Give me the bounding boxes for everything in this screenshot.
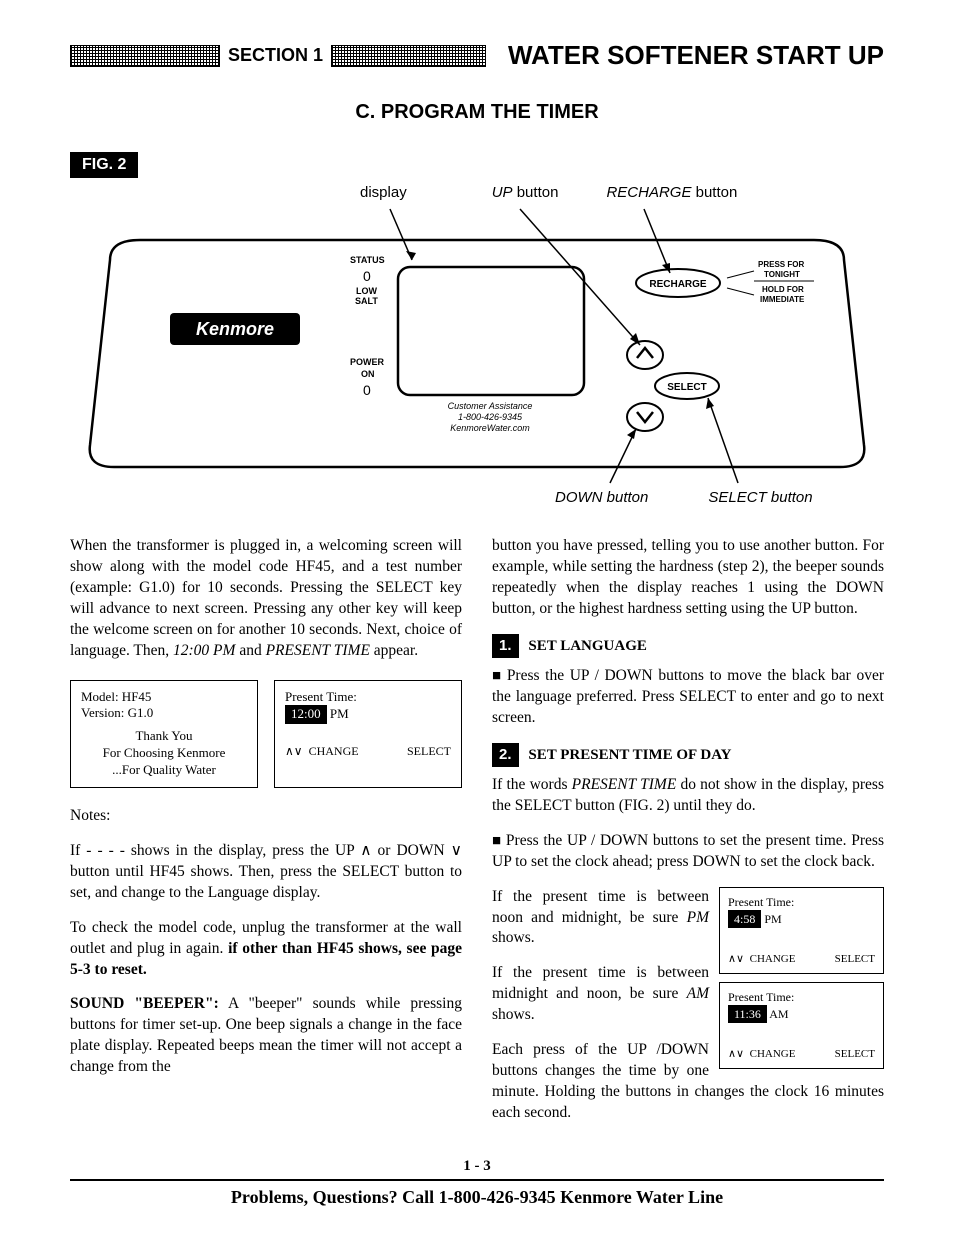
figure-2: FIG. 2 display UP button RECHARGE button… [70,152,884,506]
svg-text:1-800-426-9345: 1-800-426-9345 [458,412,523,422]
svg-text:Customer Assistance: Customer Assistance [448,401,533,411]
step-2-header: 2. SET PRESENT TIME OF DAY [492,743,884,767]
svg-text:Kenmore: Kenmore [196,319,274,339]
svg-text:0: 0 [363,382,371,398]
left-column: When the transformer is plugged in, a we… [70,536,462,1138]
section-header: SECTION 1 WATER SOFTENER START UP [70,40,884,71]
notes-label: Notes: [70,806,462,827]
svg-text:PRESS FOR: PRESS FOR [758,260,804,269]
svg-text:LOW: LOW [356,286,377,296]
callout-display: display [360,184,407,201]
lcd-welcome: Model: HF45 Version: G1.0 Thank You For … [70,680,258,788]
step-1-body: ■Press the UP / DOWN buttons to move the… [492,666,884,729]
subsection-title: C. PROGRAM THE TIMER [70,101,884,124]
hatch-bar-left [70,45,220,67]
body-columns: When the transformer is plugged in, a we… [70,536,884,1138]
footer-rule [70,1179,884,1181]
svg-text:SELECT: SELECT [667,382,706,393]
svg-text:RECHARGE: RECHARGE [649,279,707,290]
bullet-icon: ■ [492,668,503,684]
svg-text:SALT: SALT [355,296,378,306]
beeper-paragraph: SOUND "BEEPER": A "beeper" sounds while … [70,994,462,1078]
hatch-bar-right [331,45,486,67]
intro-paragraph: When the transformer is plugged in, a we… [70,536,462,662]
callout-select: SELECT button [708,489,812,506]
svg-text:HOLD FOR: HOLD FOR [762,285,804,294]
svg-text:ON: ON [361,369,375,379]
callout-recharge: RECHARGE button [606,184,737,201]
bottom-callouts: DOWN button SELECT button [70,489,884,506]
step-1-header: 1. SET LANGUAGE [492,634,884,658]
step-2-bullet: ■Press the UP / DOWN buttons to set the … [492,831,884,873]
footer-line: Problems, Questions? Call 1-800-426-9345… [70,1187,884,1208]
svg-text:TONIGHT: TONIGHT [764,270,800,279]
lcd-present-time: Present Time: 12:00 PM ∧∨ CHANGE SELECT [274,680,462,788]
section-label: SECTION 1 [228,45,323,66]
lcd-examples: Model: HF45 Version: G1.0 Thank You For … [70,680,462,788]
notes-p1: If - - - - shows in the display, press t… [70,841,462,904]
figure-label: FIG. 2 [70,152,138,178]
right-column: button you have pressed, telling you to … [492,536,884,1138]
status-label: STATUS [350,255,385,265]
page-title: WATER SOFTENER START UP [508,40,884,71]
continuation-paragraph: button you have pressed, telling you to … [492,536,884,620]
page-number: 1 - 3 [70,1158,884,1175]
callout-down: DOWN button [555,489,648,506]
callout-up: UP button [492,184,559,201]
svg-text:KenmoreWater.com: KenmoreWater.com [450,423,530,433]
bullet-icon: ■ [492,833,502,849]
status-indicator: 0 [363,268,371,284]
mini-lcd-pm: Present Time: 4:58 PM ∧∨ CHANGE SELECT [719,887,884,974]
top-callouts: display UP button RECHARGE button [70,184,884,201]
step-2-p1: If the words PRESENT TIME do not show in… [492,775,884,817]
svg-text:POWER: POWER [350,357,385,367]
mini-lcd-stack: Present Time: 4:58 PM ∧∨ CHANGE SELECT P… [719,887,884,1077]
control-panel-svg: STATUS 0 LOW SALT POWER ON 0 Kenmore REC… [70,205,884,485]
mini-lcd-am: Present Time: 11:36 AM ∧∨ CHANGE SELECT [719,982,884,1069]
svg-text:IMMEDIATE: IMMEDIATE [760,295,805,304]
notes-p2: To check the model code, unplug the tran… [70,918,462,981]
